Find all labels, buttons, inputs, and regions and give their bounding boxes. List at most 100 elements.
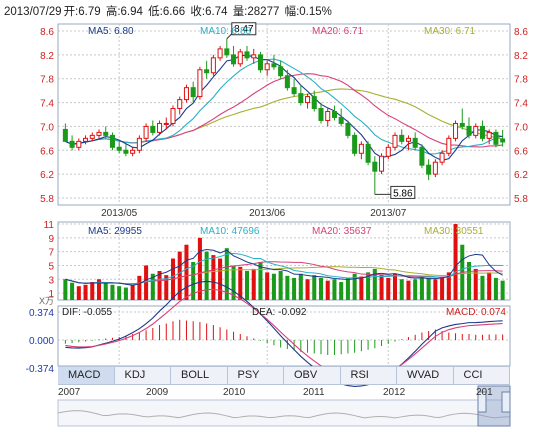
volume-bar[interactable] xyxy=(386,277,391,300)
volume-bar[interactable] xyxy=(366,272,371,300)
volume-bar[interactable] xyxy=(318,277,324,300)
candle-body[interactable] xyxy=(210,57,216,74)
volume-bar[interactable] xyxy=(123,287,128,300)
navigator-track[interactable] xyxy=(57,399,511,427)
volume-bar[interactable] xyxy=(63,279,68,300)
candle-body[interactable] xyxy=(150,125,156,133)
candle-body[interactable] xyxy=(486,131,492,139)
candle-body[interactable] xyxy=(385,146,391,157)
navigator-left-handle[interactable] xyxy=(477,391,487,413)
candle-body[interactable] xyxy=(338,116,344,124)
candle-body[interactable] xyxy=(217,48,223,59)
volume-bar[interactable] xyxy=(332,279,337,300)
candle-body[interactable] xyxy=(318,108,324,121)
volume-bar[interactable] xyxy=(90,282,95,300)
volume-bar[interactable] xyxy=(191,262,196,300)
candle-body[interactable] xyxy=(163,122,169,125)
volume-bar[interactable] xyxy=(453,224,458,300)
volume-bar[interactable] xyxy=(83,284,88,300)
volume-bar[interactable] xyxy=(466,262,472,300)
volume-bar[interactable] xyxy=(406,280,411,300)
volume-bar[interactable] xyxy=(251,268,256,300)
candle-body[interactable] xyxy=(76,140,82,148)
tab-psy[interactable]: PSY xyxy=(227,367,284,384)
candle-body[interactable] xyxy=(493,131,499,145)
volume-bar[interactable] xyxy=(433,279,438,300)
volume-bar[interactable] xyxy=(312,275,317,300)
candle-body[interactable] xyxy=(331,111,337,118)
candle-body[interactable] xyxy=(197,69,203,98)
candle-body[interactable] xyxy=(123,149,129,154)
volume-bar[interactable] xyxy=(96,279,102,300)
candle-body[interactable] xyxy=(399,134,405,142)
volume-bar[interactable] xyxy=(325,280,330,300)
volume-bar[interactable] xyxy=(399,279,404,300)
candle-body[interactable] xyxy=(116,146,122,151)
volume-bar[interactable] xyxy=(265,272,270,300)
volume-bar[interactable] xyxy=(345,277,350,300)
volume-bar[interactable] xyxy=(204,251,209,300)
candle-body[interactable] xyxy=(157,122,163,133)
candle-body[interactable] xyxy=(224,48,230,56)
tab-macd[interactable]: MACD xyxy=(58,367,115,384)
candle-body[interactable] xyxy=(284,75,290,89)
tab-rsi[interactable]: RSI xyxy=(340,367,397,384)
candle-body[interactable] xyxy=(352,134,358,154)
volume-bar[interactable] xyxy=(487,272,492,300)
candle-body[interactable] xyxy=(183,87,189,101)
candle-body[interactable] xyxy=(500,138,506,143)
volume-bar[interactable] xyxy=(500,280,505,300)
volume-bar[interactable] xyxy=(137,275,142,300)
candle-body[interactable] xyxy=(177,99,183,110)
volume-bar[interactable] xyxy=(372,268,377,300)
volume-bar[interactable] xyxy=(130,284,135,300)
candle-body[interactable] xyxy=(257,54,263,71)
volume-bar[interactable] xyxy=(473,268,478,300)
candle-body[interactable] xyxy=(439,152,445,163)
candle-body[interactable] xyxy=(190,87,196,98)
candle-body[interactable] xyxy=(204,69,210,74)
volume-bar[interactable] xyxy=(258,262,263,300)
volume-bar[interactable] xyxy=(218,258,223,300)
candle-body[interactable] xyxy=(405,137,411,142)
volume-bar[interactable] xyxy=(144,265,149,300)
volume-bar[interactable] xyxy=(359,276,364,300)
timeline-navigator[interactable]: 2007 2009 2010 2011 2012 201 xyxy=(58,387,510,401)
candle-body[interactable] xyxy=(466,125,472,136)
candle-body[interactable] xyxy=(412,137,418,148)
candle-body[interactable] xyxy=(264,63,270,71)
volume-bar[interactable] xyxy=(103,283,108,300)
candle-body[interactable] xyxy=(244,51,250,59)
candle-body[interactable] xyxy=(136,137,142,151)
candle-body[interactable] xyxy=(432,161,438,175)
candle-body[interactable] xyxy=(453,122,459,139)
volume-bar[interactable] xyxy=(76,286,81,300)
candle-body[interactable] xyxy=(96,131,102,136)
candle-body[interactable] xyxy=(379,155,385,172)
candle-body[interactable] xyxy=(365,143,371,163)
candle-body[interactable] xyxy=(473,125,479,136)
volume-bar[interactable] xyxy=(305,279,310,300)
candle-body[interactable] xyxy=(89,134,95,139)
volume-bar[interactable] xyxy=(278,270,283,300)
volume-bar[interactable] xyxy=(117,286,122,300)
volume-bar[interactable] xyxy=(413,279,418,300)
volume-bar[interactable] xyxy=(271,273,276,300)
volume-bar[interactable] xyxy=(244,270,250,300)
tab-kdj[interactable]: KDJ xyxy=(114,367,171,384)
volume-bar[interactable] xyxy=(339,282,344,300)
volume-bar[interactable] xyxy=(298,273,303,300)
candle-body[interactable] xyxy=(305,96,311,104)
candle-body[interactable] xyxy=(170,108,176,124)
volume-bar[interactable] xyxy=(197,237,202,300)
volume-bar[interactable] xyxy=(392,273,398,300)
candle-body[interactable] xyxy=(446,137,452,154)
candle-body[interactable] xyxy=(358,143,364,154)
candle-body[interactable] xyxy=(372,161,378,172)
candle-body[interactable] xyxy=(130,149,136,154)
candle-body[interactable] xyxy=(109,134,115,148)
volume-bar[interactable] xyxy=(480,275,485,300)
candle-body[interactable] xyxy=(251,54,257,59)
candle-body[interactable] xyxy=(62,128,68,142)
volume-bar[interactable] xyxy=(110,284,115,300)
